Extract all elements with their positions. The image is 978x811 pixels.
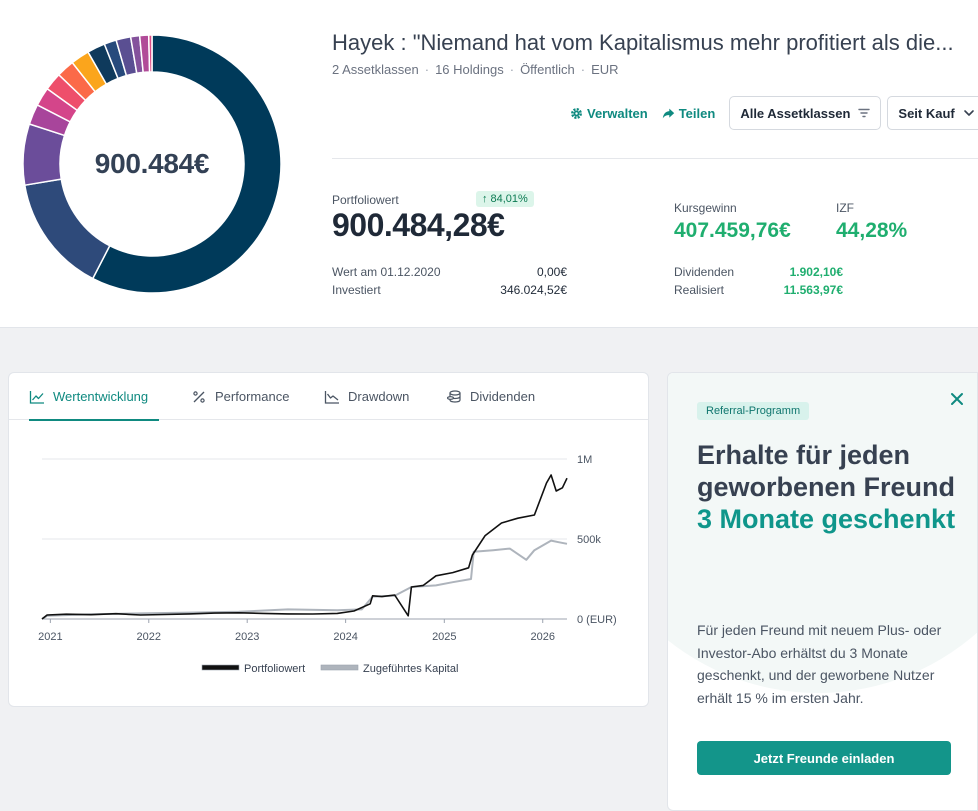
asset-class-filter-label: Alle Assetklassen	[740, 105, 851, 121]
referral-badge: Referral-Programm	[697, 402, 810, 420]
line-chart-icon	[29, 390, 44, 404]
drawdown-chart-icon	[324, 390, 339, 404]
series-line-zugef-hrtes-kapital	[41, 539, 568, 620]
tab-label: Dividenden	[470, 389, 536, 404]
coins-icon	[446, 389, 461, 403]
meta-assetclasses: 2 Assetklassen	[332, 62, 419, 77]
series-line-portfoliowert	[41, 474, 568, 620]
irr-label: IZF	[836, 201, 854, 215]
y-tick-label: 1M	[577, 454, 592, 466]
portfolio-title: Hayek : "Niemand hat vom Kapitalismus me…	[332, 30, 954, 55]
legend-item[interactable]: Portfoliowert	[201, 663, 305, 675]
start-value: 0,00€	[536, 265, 567, 279]
tab-drawdown[interactable]: Drawdown	[324, 373, 409, 420]
referral-card: Referral-Programm Erhalte für jeden gewo…	[667, 372, 978, 811]
referral-description: Für jeden Freund mit neuem Plus- oder In…	[697, 622, 942, 706]
tab-label: Wertentwicklung	[53, 389, 149, 404]
invite-friends-button[interactable]: Jetzt Freunde einladen	[697, 741, 951, 775]
share-label: Teilen	[678, 105, 716, 121]
x-tick-label: 2023	[235, 631, 259, 643]
arrow-up-icon: ↑	[482, 193, 488, 205]
period-select-label: Seit Kauf	[898, 105, 955, 121]
tab-label: Drawdown	[348, 389, 410, 404]
tab-wertentwicklung[interactable]: Wertentwicklung	[29, 373, 159, 421]
close-icon[interactable]	[947, 389, 967, 409]
invested-value: 346.024,52€	[500, 283, 567, 297]
tab-performance[interactable]: Performance	[191, 373, 289, 420]
asset-class-filter[interactable]: Alle Assetklassen	[729, 96, 882, 130]
chart-legend[interactable]: Portfoliowert Zugeführtes Kapital	[201, 663, 458, 675]
legend-item[interactable]: Zugeführtes Kapital	[320, 663, 458, 675]
portfolio-header: 900.484€ Hayek : "Niemand hat vom Kapita…	[0, 0, 978, 328]
referral-headline: Erhalte für jeden geworbenen Freund 3 Mo…	[697, 439, 967, 535]
meta-currency: EUR	[591, 62, 619, 77]
manage-button[interactable]: Verwalten	[570, 106, 648, 121]
referral-headline-accent: 3 Monate geschenkt	[697, 504, 956, 534]
portfolio-value: 900.484,28€	[332, 207, 505, 243]
dividends-label: Dividenden	[674, 265, 735, 279]
portfolio-value-label: Portfoliowert	[332, 193, 399, 207]
meta-visibility: Öffentlich	[520, 62, 575, 77]
portfolio-value-chart[interactable]: 1M 500k 0 (EUR) 2021 2022 2023 2024 2025 2026 P…	[9, 421, 649, 707]
legend-label: Zugeführtes Kapital	[363, 663, 458, 675]
allocation-donut[interactable]: 900.484€	[22, 34, 282, 294]
donut-center-value: 900.484€	[94, 148, 210, 179]
dividends-value: 1.902,10€	[789, 265, 843, 279]
x-tick-label: 2022	[137, 631, 161, 643]
share-button[interactable]: Teilen	[662, 105, 716, 121]
share-arrow-icon	[662, 108, 674, 118]
irr-value: 44,28%	[836, 219, 908, 242]
meta-separator: ·	[509, 62, 515, 77]
gear-icon	[571, 107, 582, 119]
portfolio-meta: 2 Assetklassen · 16 Holdings · Öffentlic…	[332, 62, 619, 77]
x-tick-label: 2021	[38, 631, 62, 643]
chart-tabs: Wertentwicklung Performance Drawdown	[9, 373, 648, 421]
filter-icon	[858, 108, 871, 118]
manage-label: Verwalten	[587, 105, 648, 121]
meta-separator: ·	[424, 62, 430, 77]
x-tick-label: 2024	[333, 631, 357, 643]
tab-label: Performance	[215, 389, 290, 404]
chart-grid	[42, 458, 567, 620]
chevron-down-icon	[963, 110, 974, 116]
chart-series	[41, 474, 568, 620]
x-tick-label: 2025	[432, 631, 456, 643]
y-tick-label: 500k	[577, 534, 601, 546]
legend-swatch	[320, 664, 359, 671]
legend-swatch	[201, 664, 240, 671]
realized-value: 11.563,97€	[783, 283, 843, 297]
legend-label: Portfoliowert	[244, 663, 305, 675]
portfolio-change-badge: ↑ 84,01%	[476, 191, 534, 207]
allocation-donut-chart	[22, 34, 282, 294]
y-axis-labels: 1M 500k 0 (EUR)	[577, 454, 617, 626]
start-value-label: Wert am 01.12.2020	[332, 265, 441, 279]
header-divider	[332, 158, 978, 159]
performance-chart-card: Wertentwicklung Performance Drawdown	[8, 372, 649, 707]
x-axis-labels: 2021 2022 2023 2024 2025 2026	[38, 619, 555, 643]
invested-label: Investiert	[332, 283, 381, 297]
donut-segment-0[interactable]	[91, 34, 282, 294]
tab-dividenden[interactable]: Dividenden	[446, 373, 535, 420]
price-gain-value: 407.459,76€	[674, 219, 791, 242]
meta-holdings: 16 Holdings	[435, 62, 504, 77]
referral-headline-text: Erhalte für jeden geworbenen Freund	[697, 440, 956, 502]
x-tick-label: 2026	[530, 631, 554, 643]
portfolio-change-value: 84,01%	[490, 193, 528, 205]
percent-icon	[193, 390, 205, 403]
header-actions: Verwalten Teilen Alle Assetklassen Seit …	[570, 96, 978, 130]
referral-background-shape	[668, 373, 977, 693]
price-gain-label: Kursgewinn	[674, 201, 737, 215]
meta-separator: ·	[580, 62, 586, 77]
realized-label: Realisiert	[674, 283, 725, 297]
period-select[interactable]: Seit Kauf	[887, 96, 978, 130]
y-tick-label: 0 (EUR)	[577, 614, 617, 626]
donut-segment-13[interactable]	[147, 34, 153, 73]
